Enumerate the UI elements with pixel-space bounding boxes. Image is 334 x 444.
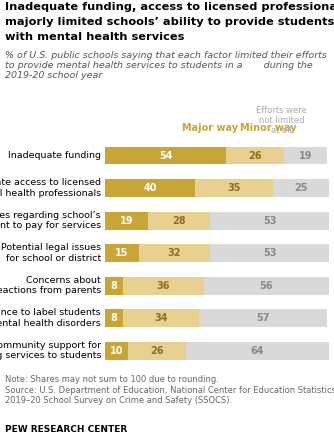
Text: Efforts were
not limited
at all: Efforts were not limited at all xyxy=(257,106,307,135)
Bar xyxy=(105,147,226,164)
Text: majorly limited schools’ ability to provide students: majorly limited schools’ ability to prov… xyxy=(5,17,334,27)
Text: 25: 25 xyxy=(294,183,308,193)
Text: 40: 40 xyxy=(143,183,157,193)
Text: 57: 57 xyxy=(256,313,270,323)
Text: 34: 34 xyxy=(154,313,168,323)
Bar xyxy=(128,342,186,360)
Text: Inadequate funding, access to licensed professionals: Inadequate funding, access to licensed p… xyxy=(5,2,334,12)
Bar xyxy=(105,277,123,294)
Bar xyxy=(226,147,284,164)
Text: with mental health services: with mental health services xyxy=(5,32,184,42)
Bar xyxy=(105,212,148,230)
Bar xyxy=(105,244,139,262)
Bar xyxy=(105,179,195,197)
Bar xyxy=(204,277,329,294)
Text: 56: 56 xyxy=(260,281,273,291)
Text: 35: 35 xyxy=(227,183,240,193)
Text: 64: 64 xyxy=(250,345,264,356)
Bar xyxy=(105,309,123,327)
Text: 28: 28 xyxy=(172,215,186,226)
Text: 36: 36 xyxy=(157,281,170,291)
Text: 10: 10 xyxy=(110,345,123,356)
Text: 8: 8 xyxy=(111,313,118,323)
Text: Note: Shares may not sum to 100 due to rounding.
Source: U.S. Department of Educ: Note: Shares may not sum to 100 due to r… xyxy=(5,375,334,405)
Bar xyxy=(186,342,329,360)
Bar xyxy=(210,244,329,262)
Bar xyxy=(210,212,329,230)
Text: 53: 53 xyxy=(263,248,277,258)
Bar xyxy=(273,179,329,197)
Bar xyxy=(123,277,204,294)
Text: Major way: Major way xyxy=(182,123,238,133)
Text: Minor way: Minor way xyxy=(240,123,297,133)
Bar xyxy=(195,179,273,197)
Text: 19: 19 xyxy=(120,215,133,226)
Text: 32: 32 xyxy=(168,248,181,258)
Text: 26: 26 xyxy=(150,345,163,356)
Text: 53: 53 xyxy=(263,215,277,226)
Text: 19: 19 xyxy=(299,151,312,161)
Text: PEW RESEARCH CENTER: PEW RESEARCH CENTER xyxy=(5,425,127,434)
Bar xyxy=(123,309,199,327)
Bar xyxy=(105,342,128,360)
Bar xyxy=(284,147,327,164)
Bar xyxy=(139,244,210,262)
Bar xyxy=(199,309,327,327)
Text: % of U.S. public schools saying that each factor limited their efforts
to provid: % of U.S. public schools saying that eac… xyxy=(5,51,327,80)
Text: 15: 15 xyxy=(115,248,129,258)
Text: 54: 54 xyxy=(159,151,172,161)
Bar xyxy=(148,212,210,230)
Text: 8: 8 xyxy=(111,281,118,291)
Text: 26: 26 xyxy=(248,151,262,161)
